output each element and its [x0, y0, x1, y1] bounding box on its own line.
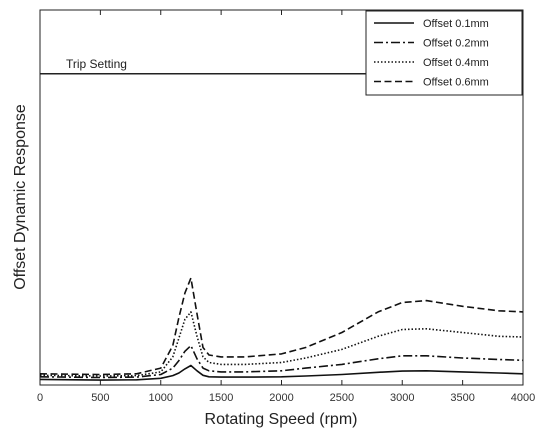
legend-box [365, 10, 523, 96]
y-axis-label: Offset Dynamic Response [12, 104, 29, 290]
x-axis-ticks: 0 500 1000 1500 2000 2500 3000 3500 4000 [37, 10, 535, 404]
legend-label-2: Offset 0.2mm [423, 38, 489, 50]
x-tick-label: 3500 [450, 392, 474, 404]
x-tick-label: 0 [37, 392, 43, 404]
series-line-1 [39, 364, 524, 381]
series-line-2 [39, 344, 524, 379]
x-tick-label: 1000 [149, 392, 173, 404]
x-tick-label: 500 [91, 392, 109, 404]
series-lines [39, 277, 524, 381]
x-tick-label: 1500 [209, 392, 233, 404]
x-axis-label: Rotating Speed (rpm) [205, 411, 358, 428]
legend-label-3: Offset 0.4mm [423, 57, 489, 69]
x-tick-label: 4000 [511, 392, 535, 404]
legend-label-4: Offset 0.6mm [423, 77, 489, 89]
trip-setting-label: Trip Setting [66, 57, 127, 71]
x-tick-label: 2500 [330, 392, 354, 404]
legend-label-1: Offset 0.1mm [423, 18, 489, 30]
series-line-3 [39, 311, 524, 377]
legend: Offset 0.1mm Offset 0.2mm Offset 0.4mm Offs… [365, 10, 523, 96]
x-tick-label: 3000 [390, 392, 414, 404]
x-tick-label: 2000 [269, 392, 293, 404]
